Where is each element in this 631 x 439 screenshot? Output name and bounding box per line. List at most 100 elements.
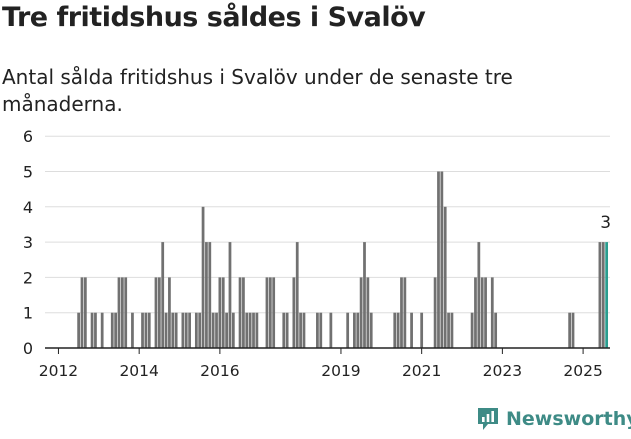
bar [208, 242, 212, 348]
bar [131, 312, 134, 348]
x-tick-label: 2014 [119, 362, 158, 380]
bar [94, 312, 97, 348]
chart-subtitle: Antal sålda fritidshus i Svalöv under de… [2, 65, 513, 116]
bar [316, 312, 319, 348]
bar [83, 277, 87, 348]
y-tick-label: 5 [23, 163, 33, 182]
bar [447, 312, 450, 348]
bar [242, 277, 245, 348]
bar [359, 277, 363, 348]
bar [114, 312, 118, 348]
bar [211, 312, 215, 348]
bar [228, 242, 232, 348]
bar [440, 171, 444, 348]
bar [474, 277, 477, 348]
x-tick-label: 2016 [200, 362, 239, 380]
bar [285, 312, 289, 348]
bar [255, 312, 259, 348]
bar [147, 312, 151, 348]
bar [470, 312, 474, 348]
bar [346, 312, 350, 348]
bar [477, 242, 481, 348]
bar [188, 312, 191, 348]
chart-title: Tre fritidshus såldes i Svalöv [2, 2, 426, 33]
bar [221, 277, 225, 348]
bar [282, 312, 286, 348]
bar [494, 312, 498, 348]
newsworthy-icon [478, 408, 498, 430]
bar [292, 277, 296, 348]
bars [77, 171, 609, 348]
bar [201, 206, 205, 348]
highlight-value-label: 3 [600, 213, 611, 233]
bar [272, 277, 276, 348]
bar [168, 277, 171, 348]
bar [393, 312, 397, 348]
bar [164, 312, 168, 348]
bar-highlight [605, 242, 609, 348]
y-tick-label: 1 [23, 304, 33, 323]
gridlines [45, 135, 610, 314]
bar [161, 242, 165, 348]
bar [366, 277, 370, 348]
bar [302, 312, 306, 348]
bar-chart: 0 1 2 3 4 5 6 2012 2014 2016 2019 2021 2023 2025 3 [23, 127, 611, 380]
x-axis-ticks: 2012 2014 2016 2019 2021 2023 2025 [39, 348, 603, 380]
bar [363, 242, 366, 348]
x-tick-label: 2021 [402, 362, 441, 380]
y-axis-ticks: 0 1 2 3 4 5 6 [23, 127, 33, 358]
bar [437, 171, 440, 348]
x-tick-label: 2012 [39, 362, 78, 380]
x-tick-label: 2023 [483, 362, 522, 380]
bar [77, 312, 81, 348]
bar [356, 312, 360, 348]
x-tick-label: 2019 [321, 362, 360, 380]
bar [369, 312, 373, 348]
x-tick-label: 2025 [563, 362, 602, 380]
bar [433, 277, 437, 348]
y-tick-label: 3 [23, 233, 33, 252]
brand-name: Newsworthy [506, 408, 631, 430]
bar [80, 277, 84, 348]
bar [194, 312, 198, 348]
bar [420, 312, 424, 348]
bar [157, 277, 161, 348]
bar [329, 312, 333, 348]
newsworthy-logo: Newsworthy [476, 406, 631, 432]
bar [100, 312, 104, 348]
bar [571, 312, 575, 348]
bar [295, 242, 299, 348]
y-tick-label: 2 [23, 268, 33, 287]
bar [205, 242, 208, 348]
bar [154, 277, 158, 348]
bar [225, 312, 228, 348]
y-tick-label: 4 [23, 198, 33, 217]
bar [490, 277, 494, 348]
bar [396, 312, 400, 348]
bar [181, 312, 185, 348]
bar [144, 312, 148, 348]
bar [400, 277, 403, 348]
annotations: 3 [600, 213, 611, 233]
bar [238, 277, 242, 348]
bar [174, 312, 178, 348]
bar [124, 277, 128, 348]
bar [245, 312, 249, 348]
bar [171, 312, 175, 348]
y-tick-label: 6 [23, 127, 33, 146]
bar [268, 277, 272, 348]
y-tick-label: 0 [23, 339, 33, 358]
bar [484, 277, 487, 348]
bar [117, 277, 121, 348]
bar [120, 277, 124, 348]
bar [443, 206, 447, 348]
bar [299, 312, 302, 348]
bar [198, 312, 202, 348]
bar [265, 277, 269, 348]
bar [218, 277, 222, 348]
bar [319, 312, 323, 348]
bar [215, 312, 218, 348]
bar [410, 312, 413, 348]
bar [252, 312, 255, 348]
bar [110, 312, 114, 348]
